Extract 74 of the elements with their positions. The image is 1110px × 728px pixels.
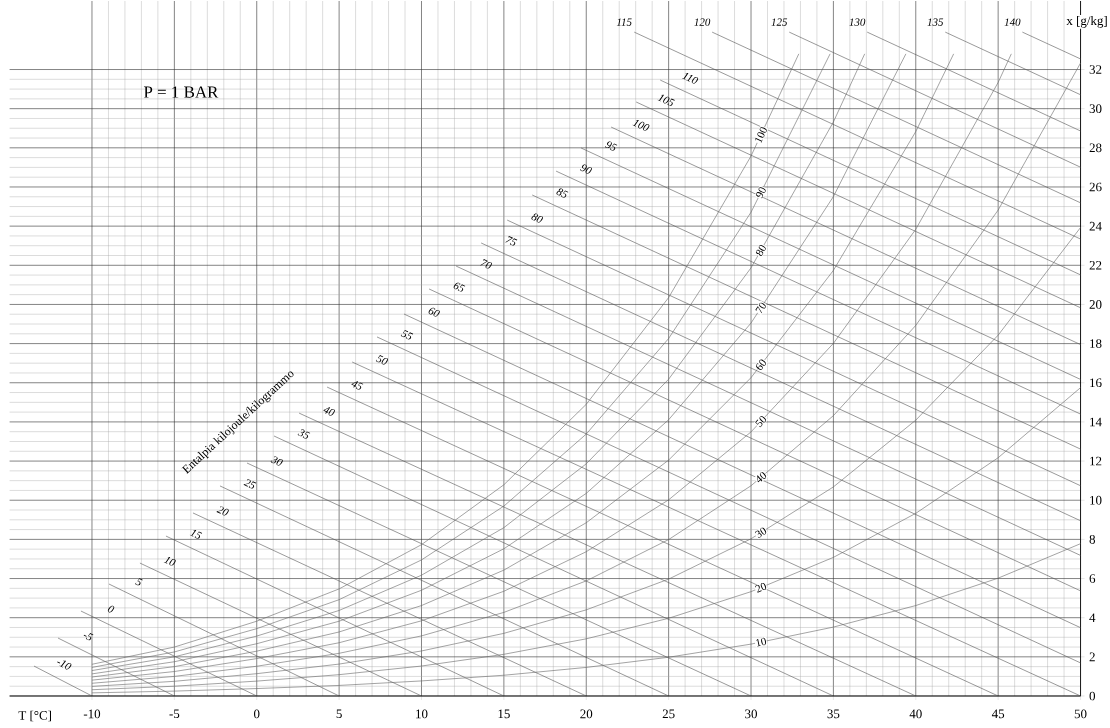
x-tick-label: 20: [580, 709, 593, 719]
x-tick-label: 25: [662, 709, 675, 719]
x-tick-label: 50: [1074, 709, 1087, 719]
x-tick-label: -5: [169, 709, 180, 719]
text: 85: [556, 188, 569, 198]
text: 70: [755, 302, 766, 314]
y-tick-label: 24: [1089, 221, 1102, 231]
text: 20: [216, 506, 229, 516]
text: 10: [756, 637, 767, 647]
y-tick-label: 12: [1090, 456, 1102, 466]
y-tick-label: 30: [1089, 104, 1102, 114]
text: 100: [632, 119, 650, 131]
x-tick-label: 40: [909, 709, 922, 719]
text: 15: [189, 530, 203, 539]
text: 75: [505, 235, 518, 246]
text: 40: [323, 407, 335, 416]
text: 10: [163, 557, 176, 566]
text: 65: [453, 282, 466, 292]
text: 30: [755, 527, 767, 539]
text: 0: [107, 605, 115, 613]
text: 35: [297, 429, 311, 439]
annotation: P = 1 BAR: [143, 86, 219, 98]
series-label: 140: [1004, 18, 1021, 26]
y-tick-label: 4: [1089, 613, 1096, 622]
text: 90: [756, 187, 766, 199]
y-tick-label: 0: [1089, 691, 1096, 701]
text: 5: [135, 578, 143, 586]
y-tick-label: 18: [1090, 339, 1102, 348]
text: 50: [755, 416, 767, 428]
y-tick-label: 26: [1089, 182, 1102, 192]
x-tick-label: 10: [416, 709, 428, 719]
series-label: 125: [771, 18, 788, 26]
series-label: 120: [694, 18, 711, 26]
y-tick-label: 20: [1089, 300, 1102, 309]
text: 105: [657, 94, 675, 106]
text: 50: [375, 355, 388, 365]
text: 90: [580, 164, 592, 174]
y-tick-label: 32: [1089, 65, 1102, 74]
text: 25: [243, 479, 257, 489]
text: 110: [682, 73, 699, 84]
text: 100: [755, 127, 767, 143]
series-label: 135: [927, 18, 944, 26]
y-tick-label: 14: [1090, 417, 1102, 427]
text: 80: [755, 245, 766, 256]
y-tick-label: 6: [1089, 574, 1096, 583]
x-tick-label: 30: [745, 709, 757, 719]
y-axis-title: x [g/kg]: [1066, 15, 1107, 28]
y-tick-label: 8: [1089, 535, 1096, 544]
y-tick-label: 2: [1089, 652, 1095, 662]
text: 80: [531, 213, 543, 223]
x-axis-title: T [°C]: [18, 710, 51, 722]
series-label: 115: [616, 18, 632, 26]
y-tick-label: 28: [1089, 143, 1102, 153]
text: -5: [83, 633, 94, 641]
x-tick-label: 45: [991, 709, 1005, 719]
text: 45: [351, 381, 364, 390]
x-tick-label: 5: [336, 709, 342, 719]
text: 60: [756, 359, 766, 370]
text: 55: [400, 329, 414, 340]
text: 95: [605, 141, 618, 151]
y-tick-label: 16: [1090, 378, 1102, 388]
x-tick-label: 35: [827, 709, 840, 719]
text: 30: [270, 456, 283, 466]
text: -10: [57, 660, 72, 670]
x-tick-label: 0: [254, 709, 260, 719]
y-tick-label: 10: [1090, 495, 1102, 505]
series-label: 130: [849, 18, 866, 26]
text: 70: [480, 259, 492, 269]
text: 60: [428, 307, 440, 317]
x-tick-label: -10: [83, 709, 101, 719]
x-tick-label: 15: [498, 709, 510, 719]
text: 40: [757, 472, 767, 483]
y-tick-label: 22: [1089, 261, 1102, 270]
text: 20: [755, 582, 767, 593]
